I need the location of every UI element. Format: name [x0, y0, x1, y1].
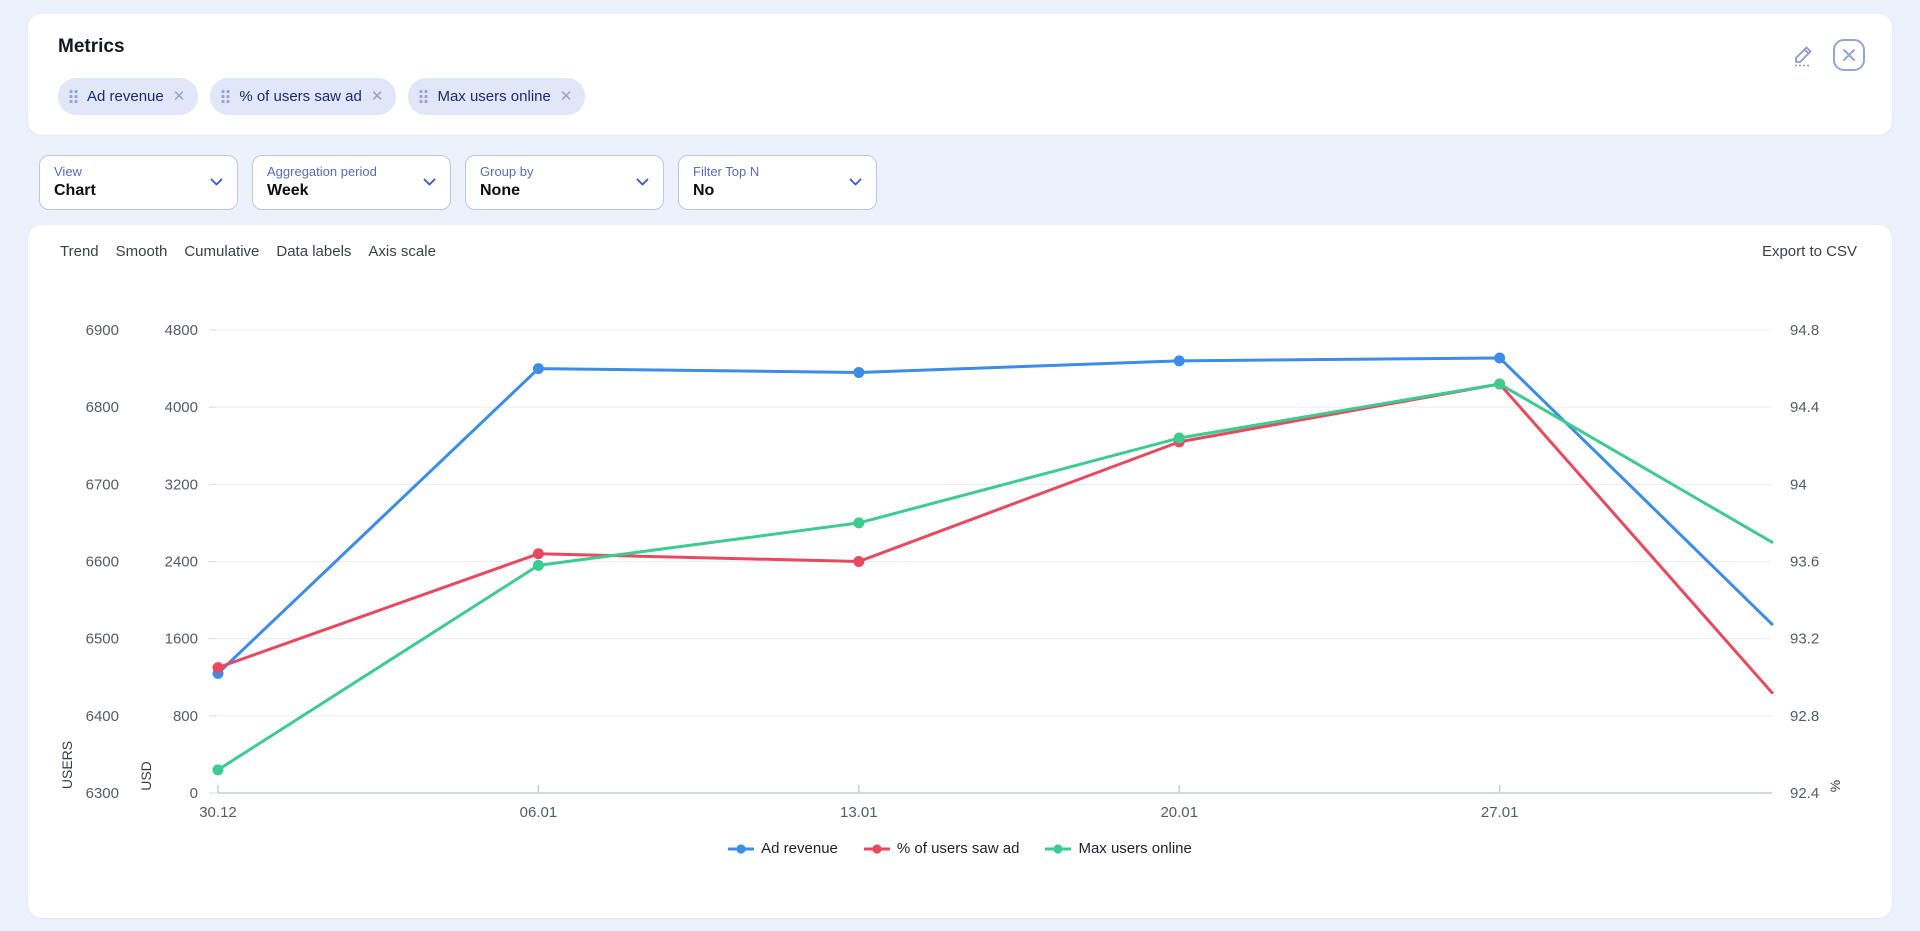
export-to-csv-button[interactable]: Export to CSV	[1762, 243, 1857, 260]
close-icon	[1832, 38, 1866, 72]
metric-chip-label: % of users saw ad	[239, 88, 362, 105]
toggle-cumulative[interactable]: Cumulative	[184, 243, 259, 260]
svg-text:0: 0	[190, 785, 198, 802]
legend-label: Ad revenue	[761, 840, 838, 857]
edit-panel-button[interactable]	[1791, 42, 1817, 68]
chevron-down-icon	[423, 178, 436, 186]
svg-text:30.12: 30.12	[199, 804, 237, 821]
legend-item[interactable]: % of users saw ad	[864, 840, 1020, 857]
svg-text:%: %	[1827, 780, 1843, 792]
metric-chip-users-saw-ad[interactable]: % of users saw ad ✕	[210, 78, 396, 115]
close-panel-button[interactable]	[1832, 38, 1866, 72]
svg-text:6900: 6900	[86, 322, 119, 339]
legend-marker-icon	[1045, 843, 1071, 855]
svg-text:6700: 6700	[86, 476, 119, 493]
dropdown-value: None	[480, 182, 520, 200]
drag-handle-icon[interactable]	[419, 89, 428, 104]
metric-chip-label: Max users online	[437, 88, 550, 105]
svg-text:6300: 6300	[86, 785, 119, 802]
svg-text:4000: 4000	[165, 399, 198, 416]
remove-metric-icon[interactable]: ✕	[560, 89, 573, 104]
svg-text:13.01: 13.01	[840, 804, 878, 821]
svg-text:94: 94	[1790, 476, 1807, 493]
filter-top-n-dropdown[interactable]: Filter Top N No	[678, 155, 877, 210]
dropdown-label: View	[54, 164, 82, 179]
toggle-smooth[interactable]: Smooth	[116, 243, 168, 260]
svg-text:4800: 4800	[165, 322, 198, 339]
dropdown-value: No	[693, 182, 714, 200]
filter-row: View Chart Aggregation period Week Group…	[39, 155, 877, 210]
svg-text:93.2: 93.2	[1790, 631, 1819, 648]
metric-chip-ad-revenue[interactable]: Ad revenue ✕	[58, 78, 198, 115]
legend-item[interactable]: Ad revenue	[728, 840, 838, 857]
legend-marker-icon	[864, 843, 890, 855]
metric-chip-label: Ad revenue	[87, 88, 164, 105]
chart-legend: Ad revenue % of users saw ad Max users onl…	[28, 840, 1892, 857]
toggle-axis-scale[interactable]: Axis scale	[368, 243, 436, 260]
metrics-panel: Metrics Ad revenue ✕ % of users saw ad ✕…	[28, 14, 1892, 135]
svg-text:94.8: 94.8	[1790, 322, 1819, 339]
toggle-data-labels[interactable]: Data labels	[276, 243, 351, 260]
panel-title: Metrics	[58, 36, 125, 58]
drag-handle-icon[interactable]	[221, 89, 230, 104]
svg-text:92.4: 92.4	[1790, 785, 1819, 802]
chevron-down-icon	[210, 178, 223, 186]
dropdown-label: Group by	[480, 164, 533, 179]
svg-text:6400: 6400	[86, 708, 119, 725]
remove-metric-icon[interactable]: ✕	[371, 89, 384, 104]
svg-text:800: 800	[173, 708, 198, 725]
chart-panel: Trend Smooth Cumulative Data labels Axis…	[28, 225, 1892, 918]
pencil-icon	[1791, 42, 1817, 68]
aggregation-period-dropdown[interactable]: Aggregation period Week	[252, 155, 451, 210]
svg-text:2400: 2400	[165, 554, 198, 571]
legend-marker-icon	[728, 843, 754, 855]
svg-text:27.01: 27.01	[1481, 804, 1519, 821]
svg-text:93.6: 93.6	[1790, 554, 1819, 571]
svg-text:USD: USD	[138, 761, 154, 791]
drag-handle-icon[interactable]	[69, 89, 78, 104]
chart-toolbar: Trend Smooth Cumulative Data labels Axis…	[60, 243, 1857, 260]
view-dropdown[interactable]: View Chart	[39, 155, 238, 210]
legend-label: % of users saw ad	[897, 840, 1020, 857]
svg-text:USERS: USERS	[59, 741, 75, 789]
toggle-trend[interactable]: Trend	[60, 243, 99, 260]
dropdown-value: Week	[267, 182, 309, 200]
legend-label: Max users online	[1078, 840, 1191, 857]
metric-chips-row: Ad revenue ✕ % of users saw ad ✕ Max use…	[58, 78, 585, 115]
group-by-dropdown[interactable]: Group by None	[465, 155, 664, 210]
svg-text:20.01: 20.01	[1160, 804, 1198, 821]
svg-text:6600: 6600	[86, 554, 119, 571]
dropdown-label: Aggregation period	[267, 164, 377, 179]
line-chart[interactable]: 6300 0 92.4 6400 800 92.8 6500 1600 93.2 6600 2400…	[28, 280, 1892, 830]
chevron-down-icon	[636, 178, 649, 186]
dropdown-label: Filter Top N	[693, 164, 759, 179]
chevron-down-icon	[849, 178, 862, 186]
svg-text:92.8: 92.8	[1790, 708, 1819, 725]
dropdown-value: Chart	[54, 182, 96, 200]
remove-metric-icon[interactable]: ✕	[173, 89, 186, 104]
svg-text:94.4: 94.4	[1790, 399, 1819, 416]
legend-item[interactable]: Max users online	[1045, 840, 1191, 857]
panel-actions	[1791, 38, 1866, 72]
svg-text:06.01: 06.01	[520, 804, 558, 821]
svg-text:6800: 6800	[86, 399, 119, 416]
metric-chip-max-users-online[interactable]: Max users online ✕	[408, 78, 585, 115]
svg-text:6500: 6500	[86, 631, 119, 648]
svg-text:1600: 1600	[165, 631, 198, 648]
svg-text:3200: 3200	[165, 476, 198, 493]
